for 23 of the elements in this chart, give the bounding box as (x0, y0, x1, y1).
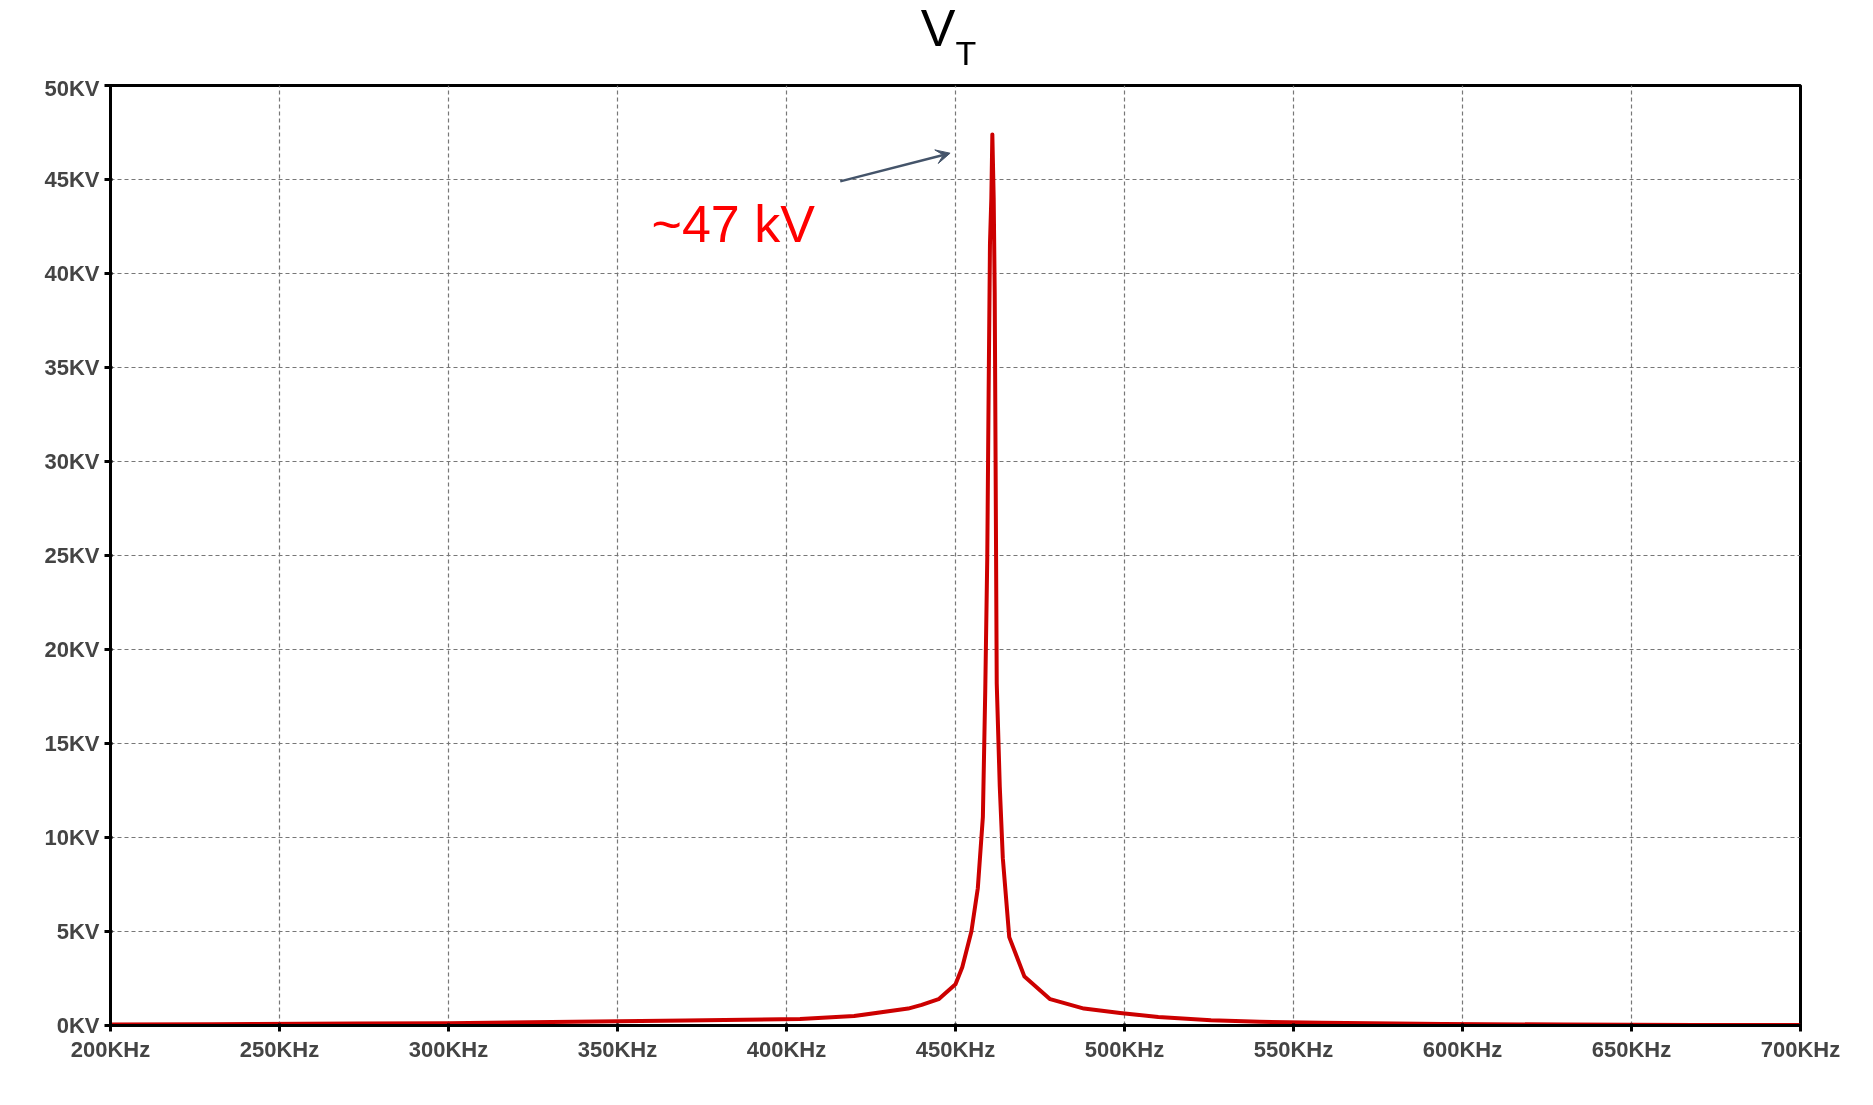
x-tick-label: 450KHz (915, 1036, 996, 1062)
x-tick-label: 650KHz (1591, 1036, 1672, 1062)
x-tick-label: 400KHz (746, 1036, 827, 1062)
y-tick-label: 40KV (44, 261, 100, 286)
x-tick-label: 600KHz (1422, 1036, 1503, 1062)
y-tick-label: 5KV (56, 919, 100, 944)
y-tick-label: 15KV (44, 731, 100, 756)
x-tick-label: 350KHz (577, 1036, 658, 1062)
x-tick-label: 250KHz (239, 1036, 320, 1062)
x-tick-label: 550KHz (1253, 1036, 1334, 1062)
y-tick-label: 45KV (44, 167, 100, 192)
y-tick-label: 35KV (44, 355, 100, 380)
x-tick-label: 200KHz (70, 1036, 151, 1062)
y-tick-label: 25KV (44, 543, 100, 568)
x-tick-label: 300KHz (408, 1036, 489, 1062)
y-tick-label: 50KV (44, 75, 100, 101)
x-tick-label: 700KHz (1760, 1036, 1841, 1062)
y-tick-label: 0KV (56, 1013, 100, 1038)
y-tick-label: 10KV (44, 825, 100, 850)
y-tick-label: 30KV (44, 449, 100, 474)
x-tick-label: 500KHz (1084, 1036, 1165, 1062)
annotation: ~47 kV (651, 195, 816, 254)
y-tick-label: 20KV (44, 637, 100, 662)
